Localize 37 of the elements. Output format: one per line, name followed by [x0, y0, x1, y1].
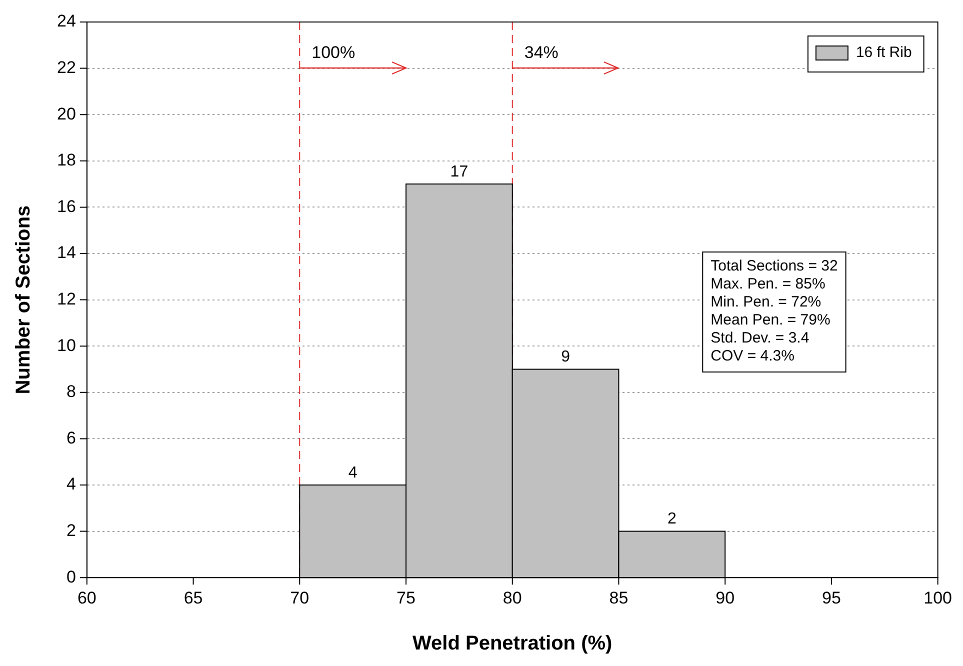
x-tick-label: 70 — [290, 588, 310, 608]
y-tick-label: 10 — [56, 336, 76, 355]
y-axis-title: Number of Sections — [12, 205, 35, 394]
y-tick-label: 2 — [66, 520, 76, 540]
y-tick-label: 0 — [66, 567, 76, 586]
legend-label: 16 ft Rib — [856, 44, 912, 62]
y-tick-label: 8 — [66, 382, 76, 402]
x-tick-label: 60 — [77, 588, 96, 608]
data-label: 4 — [348, 464, 358, 482]
y-tick-label: 14 — [56, 243, 76, 262]
y-tick-label: 16 — [56, 196, 76, 216]
y-tick-label: 20 — [56, 104, 76, 124]
annotation: Std. Dev. = 3.4 — [710, 330, 810, 347]
x-axis-title: Weld Penetration (%) — [412, 632, 612, 655]
y-tick-label: 12 — [56, 289, 76, 308]
x-tick-label: 65 — [184, 588, 203, 608]
x-tick-label: 75 — [396, 588, 416, 608]
y-tick-label: 4 — [66, 474, 76, 494]
annotation: Mean Pen. = 79% — [710, 312, 830, 329]
annotation: 34% — [524, 43, 558, 62]
x-tick-label: 90 — [716, 588, 735, 608]
y-tick-label: 6 — [66, 428, 76, 448]
annotation: Total Sections = 32 — [710, 258, 838, 275]
x-tick-label: 95 — [822, 588, 841, 608]
y-tick-label: 18 — [56, 150, 76, 170]
data-label: 2 — [667, 510, 676, 528]
annotation: 100% — [312, 43, 356, 62]
data-label: 9 — [561, 348, 570, 366]
annotation: Min. Pen. = 72% — [710, 294, 822, 311]
annotation: Max. Pen. = 85% — [710, 276, 826, 293]
y-tick-label: 22 — [56, 58, 76, 77]
y-tick-label: 24 — [56, 12, 76, 31]
x-tick-label: 100 — [924, 588, 952, 608]
annotation: COV = 4.3% — [710, 348, 794, 365]
x-tick-label: 80 — [502, 588, 522, 608]
data-label: 17 — [450, 163, 468, 180]
x-tick-label: 85 — [609, 588, 628, 608]
